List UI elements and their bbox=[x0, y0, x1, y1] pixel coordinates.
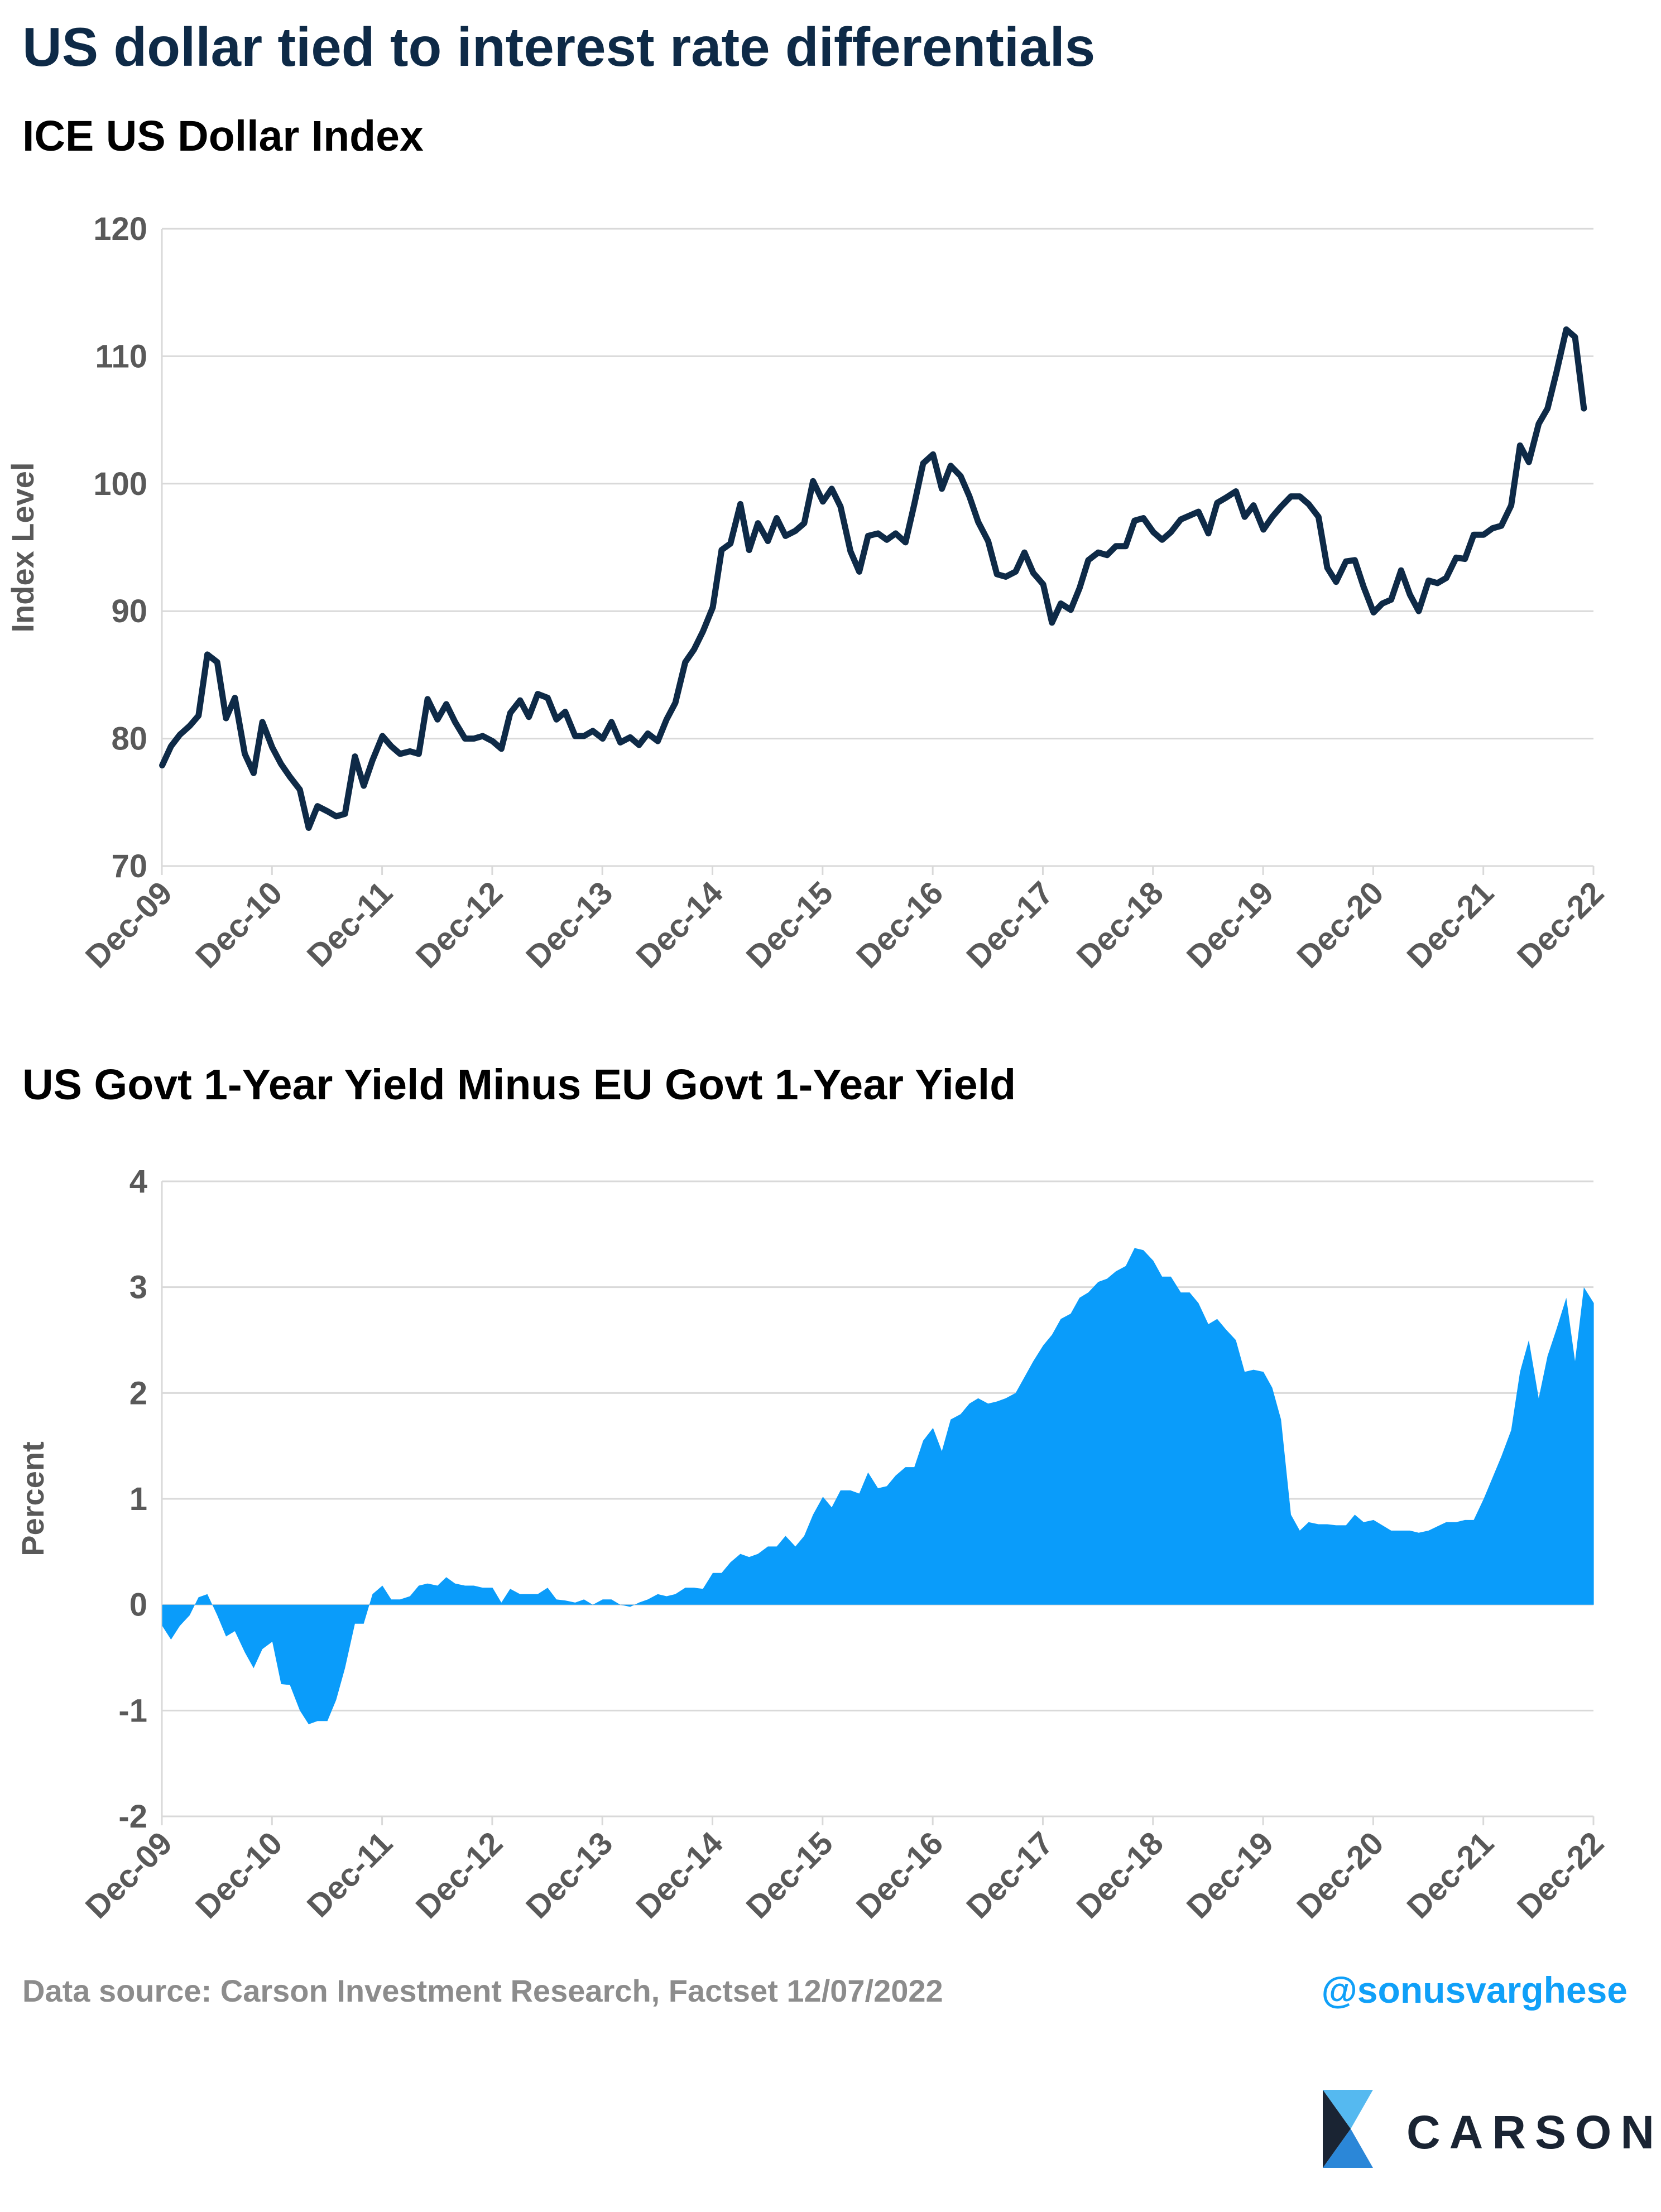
page-title: US dollar tied to interest rate differen… bbox=[22, 16, 1096, 78]
x-tick-label: Dec-12 bbox=[409, 874, 510, 975]
x-tick-label: Dec-15 bbox=[740, 874, 840, 975]
x-tick-label: Dec-20 bbox=[1290, 874, 1390, 975]
x-tick-label: Dec-09 bbox=[79, 874, 179, 975]
x-tick-label: Dec-09 bbox=[79, 1825, 179, 1925]
x-tick-label: Dec-21 bbox=[1400, 1825, 1500, 1925]
y-tick-label: 0 bbox=[129, 1587, 147, 1623]
x-tick-label: Dec-10 bbox=[189, 874, 289, 975]
x-tick-label: Dec-19 bbox=[1180, 874, 1280, 975]
carson-logo-icon bbox=[1323, 2090, 1373, 2168]
y-tick-label: -1 bbox=[118, 1692, 147, 1729]
x-tick-label: Dec-21 bbox=[1400, 874, 1500, 975]
y-tick-label: 2 bbox=[129, 1375, 147, 1411]
y-tick-label: 90 bbox=[111, 593, 147, 629]
y-tick-label: -2 bbox=[118, 1799, 147, 1835]
y-tick-label: 1 bbox=[129, 1481, 147, 1517]
series-line bbox=[159, 326, 1587, 831]
x-tick-label: Dec-20 bbox=[1290, 1825, 1390, 1925]
x-tick-label: Dec-22 bbox=[1510, 874, 1611, 975]
x-tick-label: Dec-11 bbox=[300, 1825, 400, 1924]
y-tick-label: 70 bbox=[111, 848, 147, 884]
x-tick-label: Dec-18 bbox=[1069, 874, 1170, 975]
x-tick-label: Dec-16 bbox=[849, 874, 950, 975]
chart-title-dollar-index: ICE US Dollar Index bbox=[22, 112, 424, 160]
y-tick-label: 4 bbox=[129, 1163, 147, 1200]
x-tick-label: Dec-16 bbox=[849, 1825, 950, 1925]
series-area bbox=[162, 1248, 1594, 1724]
x-tick-label: Dec-15 bbox=[740, 1825, 840, 1925]
x-tick-label: Dec-10 bbox=[189, 1825, 289, 1925]
x-tick-label: Dec-17 bbox=[959, 874, 1060, 975]
y-tick-label: 110 bbox=[95, 338, 147, 374]
y-tick-label: 3 bbox=[129, 1270, 147, 1306]
data-source: Data source: Carson Investment Research,… bbox=[22, 1973, 943, 2008]
yield-spread-chart: -2 -1 0 1 2 3 4 Percent Dec-09 Dec-10 Dec-11 Dec-12… bbox=[15, 1163, 1611, 1926]
x-tick-label: Dec-13 bbox=[519, 1825, 620, 1925]
x-tick-label: Dec-22 bbox=[1510, 1825, 1611, 1925]
y-tick-label: 120 bbox=[93, 211, 147, 247]
x-tick-label: Dec-12 bbox=[409, 1825, 510, 1925]
y-axis-label: Percent bbox=[15, 1441, 50, 1556]
x-tick-label: Dec-11 bbox=[300, 874, 400, 974]
y-axis-label: Index Level bbox=[5, 462, 40, 632]
x-tick-label: Dec-17 bbox=[959, 1825, 1060, 1925]
x-tick-label: Dec-18 bbox=[1069, 1825, 1170, 1925]
y-tick-label: 80 bbox=[111, 721, 147, 757]
carson-logo: CARSON bbox=[1317, 2084, 1654, 2173]
x-tick-label: Dec-13 bbox=[519, 874, 620, 975]
x-tick-label: Dec-14 bbox=[629, 874, 729, 975]
chart-title-yield-spread: US Govt 1-Year Yield Minus EU Govt 1-Yea… bbox=[22, 1061, 1016, 1109]
x-tick-label: Dec-19 bbox=[1180, 1825, 1280, 1925]
y-tick-label: 100 bbox=[93, 466, 147, 502]
carson-logo-text: CARSON bbox=[1406, 2106, 1661, 2158]
twitter-handle: @sonusvarghese bbox=[1321, 1969, 1628, 2011]
x-tick-label: Dec-14 bbox=[629, 1825, 729, 1925]
